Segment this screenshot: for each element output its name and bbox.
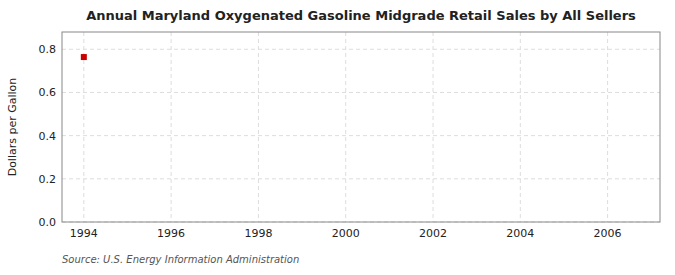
y-tick-label: 0.2 (39, 173, 57, 186)
plot-background (62, 32, 660, 222)
y-tick-label: 0.8 (39, 43, 57, 56)
y-tick-label: 0.6 (39, 86, 57, 99)
y-axis-label: Dollars per Gallon (6, 78, 19, 177)
grid-line-x (433, 32, 434, 222)
grid (62, 32, 660, 222)
x-tick-label: 1994 (70, 227, 98, 240)
x-tick-label: 1996 (157, 227, 185, 240)
x-tick-label: 2002 (419, 227, 447, 240)
grid-line-x (520, 32, 521, 222)
data-marks (81, 54, 87, 60)
grid-line-x (83, 32, 84, 222)
data-point (81, 54, 87, 60)
x-tick-label: 2006 (594, 227, 622, 240)
plot-frame (62, 32, 660, 222)
y-tick-label: 0.0 (39, 216, 57, 229)
grid-line-y (62, 135, 660, 136)
chart-container: 1994 1996 1998 2000 2002 2004 2006 0.0 0.2 0.4 0.6… (0, 0, 675, 275)
x-tick-label: 2004 (506, 227, 534, 240)
x-tick-label: 2000 (332, 227, 360, 240)
grid-line-y (62, 49, 660, 50)
chart-svg: 1994 1996 1998 2000 2002 2004 2006 0.0 0.2 0.4 0.6… (0, 0, 675, 275)
y-tick-label: 0.4 (39, 130, 57, 143)
x-tick-label: 1998 (244, 227, 272, 240)
axes: 1994 1996 1998 2000 2002 2004 2006 0.0 0.2 0.4 0.6… (39, 43, 622, 240)
grid-line-x (345, 32, 346, 222)
grid-line-x (607, 32, 608, 222)
grid-line-x (258, 32, 259, 222)
grid-line-y (62, 92, 660, 93)
source-note: Source: U.S. Energy Information Administ… (62, 254, 299, 265)
grid-line-y (62, 178, 660, 179)
chart-title: Annual Maryland Oxygenated Gasoline Midg… (86, 8, 636, 23)
grid-line-x (171, 32, 172, 222)
